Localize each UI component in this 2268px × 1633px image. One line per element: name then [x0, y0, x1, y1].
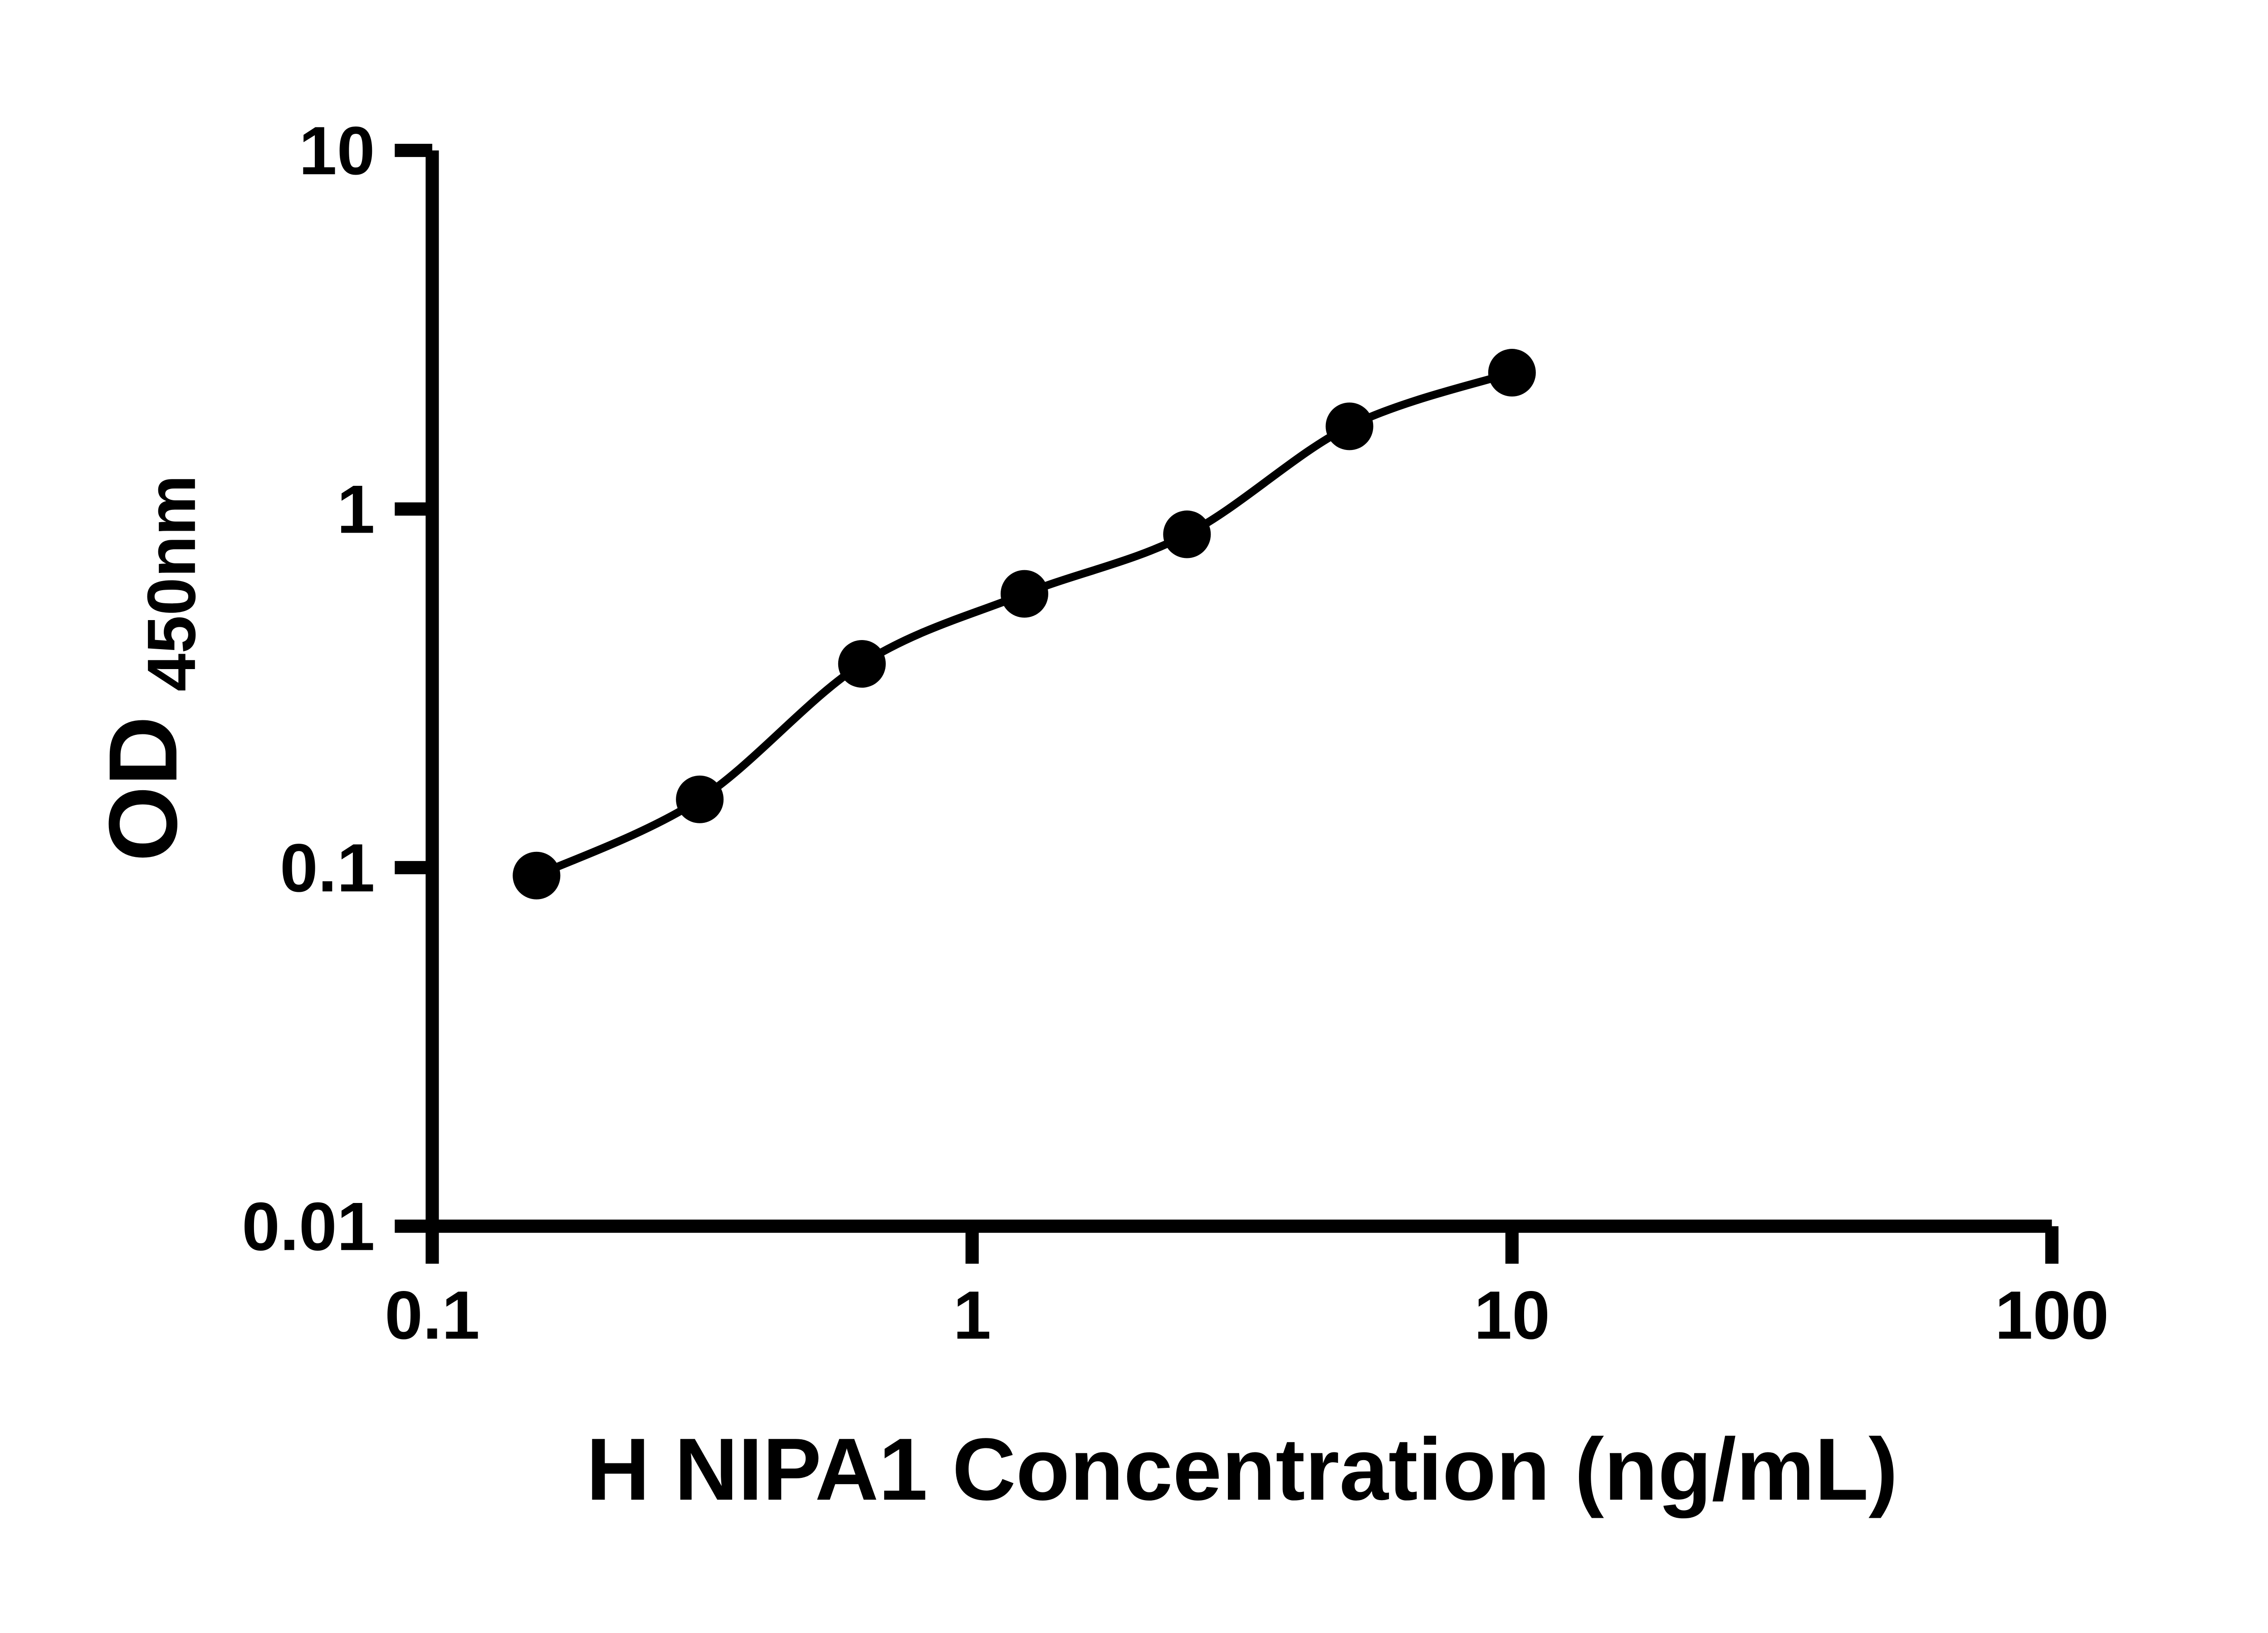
data-point	[676, 775, 724, 823]
y-axis-title-main: OD	[89, 716, 197, 861]
y-tick-label: 10	[299, 112, 375, 189]
y-axis-ticks: 0.01 0.1 1 10	[242, 112, 432, 1265]
data-point	[1163, 510, 1211, 558]
x-tick-label: 0.1	[385, 1277, 479, 1353]
axes	[425, 150, 2052, 1233]
x-axis-ticks: 0.1 1 10 100	[385, 1226, 2109, 1353]
data-point	[513, 851, 561, 900]
y-tick-label: 1	[337, 471, 375, 548]
data-point	[838, 640, 886, 688]
data-point	[1325, 402, 1374, 450]
elisa-standard-curve-figure: 0.1 1 10 100 0.01 0.1 1 10 H NIPA1 Concentrati…	[88, 112, 2109, 1519]
data-point	[1000, 570, 1048, 618]
y-axis-title: OD 450nm	[89, 475, 210, 861]
x-tick-label: 100	[1995, 1277, 2109, 1353]
y-axis-title-sub: 450nm	[133, 475, 210, 692]
data-point	[1488, 349, 1536, 397]
y-tick-label: 0.01	[242, 1188, 375, 1265]
x-tick-label: 1	[953, 1277, 991, 1353]
data-series	[513, 349, 1536, 900]
x-axis-title: H NIPA1 Concentration (ng/mL)	[586, 1420, 1898, 1519]
y-tick-label: 0.1	[280, 830, 375, 906]
x-tick-label: 10	[1474, 1277, 1550, 1353]
